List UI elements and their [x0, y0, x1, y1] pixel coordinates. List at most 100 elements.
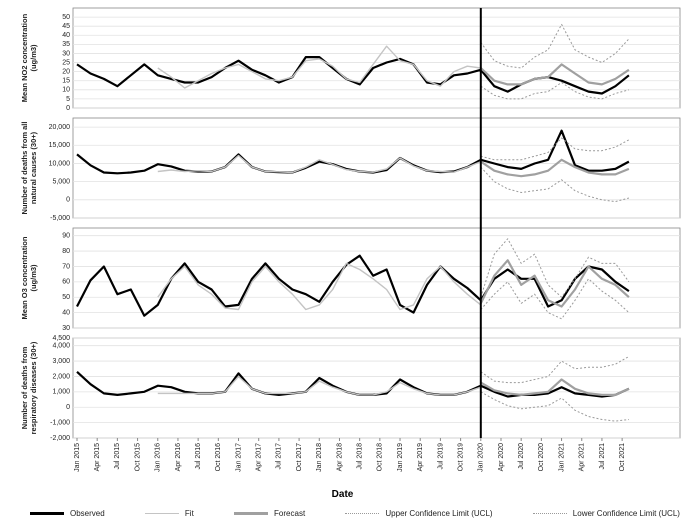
series-line	[480, 137, 630, 161]
y-axis-title: Number of deaths from all natural causes…	[20, 121, 38, 215]
y-tick-label: 45	[62, 23, 70, 30]
x-tick-label: Jul 2017	[276, 443, 283, 470]
series-line	[76, 129, 630, 175]
y-tick-label: -2,000	[50, 435, 70, 442]
x-tick-label: Jan 2021	[558, 443, 565, 472]
series-line	[480, 23, 630, 69]
chart: 0 5 10 15 20 25 30 35 40 45 50 -5,000 0 5,000 10,000 15…	[49, 7, 681, 472]
legend-item: Observed	[30, 509, 105, 518]
x-tick-label: Oct 2020	[538, 443, 545, 472]
x-tick-label: Jan 2020	[478, 443, 485, 472]
x-tick-label: Jul 2021	[599, 443, 606, 470]
x-tick-label: Oct 2021	[619, 443, 626, 472]
y-axis-title: Number of deaths from respiratory diseas…	[20, 341, 38, 435]
x-tick-label: Apr 2017	[256, 443, 263, 472]
x-tick-label: Oct 2017	[296, 443, 303, 472]
y-tick-label: 3,000	[52, 358, 70, 365]
legend-swatch	[144, 513, 179, 514]
x-tick-label: Apr 2018	[336, 443, 343, 472]
legend-label: Forecast	[274, 509, 306, 518]
series-line	[479, 259, 630, 308]
x-tick-label: Apr 2021	[579, 443, 586, 472]
legend-swatch	[234, 512, 269, 515]
y-tick-label: 30	[62, 50, 70, 57]
x-tick-label: Jan 2015	[74, 443, 81, 472]
x-tick-label: Jul 2019	[437, 443, 444, 470]
legend-label: Upper Confidence Limit (UCL)	[385, 509, 493, 518]
series-line	[76, 254, 630, 317]
x-tick-label: Oct 2015	[134, 443, 141, 472]
y-tick-label: 0	[66, 105, 70, 112]
y-tick-label: 10,000	[49, 160, 71, 167]
y-tick-label: 25	[62, 59, 70, 66]
y-tick-label: 20	[62, 68, 70, 75]
y-tick-label: 60	[62, 279, 70, 286]
x-tick-label: Jan 2017	[235, 443, 242, 472]
x-tick-label: Jul 2018	[357, 443, 364, 470]
y-tick-label: 10	[62, 87, 70, 94]
y-tick-label: 50	[62, 14, 70, 21]
y-tick-label: 80	[62, 248, 70, 255]
series-line	[480, 166, 630, 203]
y-tick-label: 40	[62, 32, 70, 39]
y-tick-label: -1,000	[50, 419, 70, 426]
series-line	[157, 262, 482, 311]
x-tick-label: Apr 2020	[498, 443, 505, 472]
x-axis-title: Date	[331, 489, 354, 500]
x-tick-label: Apr 2019	[417, 443, 424, 472]
legend-swatch	[532, 513, 567, 514]
legend-label: Lower Confidence Limit (UCL)	[572, 509, 680, 518]
y-tick-label: 30	[62, 325, 70, 332]
y-tick-label: 4,000	[52, 343, 70, 350]
legend-item: Upper Confidence Limit (UCL)	[345, 509, 493, 518]
series-line	[157, 375, 482, 396]
y-tick-label: 2,000	[52, 373, 70, 380]
y-tick-label: 15,000	[49, 142, 71, 149]
x-tick-label: Jul 2016	[195, 443, 202, 470]
panel-frame	[72, 117, 681, 219]
x-tick-label: Jul 2020	[518, 443, 525, 470]
series-line	[157, 154, 482, 174]
x-tick-label: Oct 2018	[377, 443, 384, 472]
y-tick-label: -5,000	[50, 215, 70, 222]
x-tick-label: Oct 2016	[215, 443, 222, 472]
y-tick-label: 4,500	[52, 335, 70, 342]
x-tick-label: Jul 2015	[114, 443, 121, 470]
panel-frame	[72, 7, 681, 109]
x-tick-label: Oct 2019	[457, 443, 464, 472]
y-tick-label: 35	[62, 41, 70, 48]
x-tick-label: Apr 2016	[175, 443, 182, 472]
y-tick-label: 0	[66, 197, 70, 204]
y-tick-label: 0	[66, 404, 70, 411]
y-tick-label: 15	[62, 78, 70, 85]
legend-swatch	[30, 512, 64, 515]
y-axis-title: Mean NO2 concentration (ug/m3)	[20, 13, 38, 103]
series-line	[480, 63, 630, 86]
series-line	[480, 238, 630, 298]
x-tick-label: Jan 2018	[316, 443, 323, 472]
y-tick-label: 90	[62, 233, 70, 240]
y-tick-label: 40	[62, 309, 70, 316]
x-tick-label: Apr 2015	[94, 443, 101, 472]
y-tick-label: 20,000	[49, 124, 71, 131]
y-axis-title: Mean O3 concentration (ug/m3)	[20, 236, 38, 320]
legend-label: Observed	[70, 509, 105, 518]
y-tick-label: 50	[62, 294, 70, 301]
legend-swatch	[345, 513, 380, 514]
x-tick-label: Jan 2019	[397, 443, 404, 472]
x-tick-label: Jan 2016	[155, 443, 162, 472]
series-line	[480, 356, 630, 384]
legend: Observed Fit Forecast Upper Confidence Limi…	[30, 509, 680, 518]
y-tick-label: 1,000	[52, 389, 70, 396]
y-tick-label: 5,000	[52, 178, 70, 185]
series-line	[480, 158, 630, 178]
legend-item: Lower Confidence Limit (UCL)	[532, 509, 680, 518]
series-line	[157, 45, 481, 89]
legend-label: Fit	[184, 509, 194, 518]
y-tick-label: 5	[66, 96, 70, 103]
legend-item: Fit	[144, 509, 194, 518]
series-line	[480, 378, 630, 396]
legend-item: Forecast	[234, 509, 305, 518]
y-tick-label: 70	[62, 263, 70, 270]
